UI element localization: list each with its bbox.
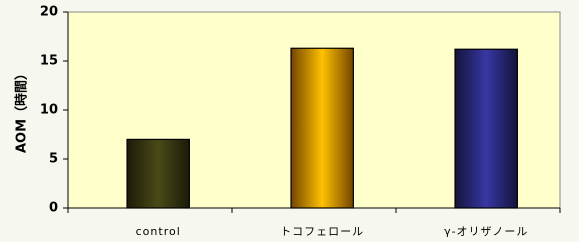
chart: AOM（時間） 0 5 10 15 20 control トコフェロール γ-オリザノール — [0, 0, 579, 242]
y-axis-label: AOM（時間） — [14, 67, 30, 153]
y-tick-label: 20 — [40, 5, 58, 20]
bar — [127, 139, 189, 208]
x-tick-label: γ-オリザノール — [444, 225, 528, 238]
x-tick-label: control — [136, 225, 181, 238]
y-tick-label: 5 — [49, 152, 58, 167]
y-tick-label: 0 — [49, 201, 58, 216]
y-tick-label: 10 — [40, 103, 58, 118]
y-tick-label: 15 — [40, 54, 58, 69]
bar — [291, 48, 353, 208]
bar — [455, 49, 517, 208]
x-tick-label: トコフェロール — [280, 225, 364, 238]
